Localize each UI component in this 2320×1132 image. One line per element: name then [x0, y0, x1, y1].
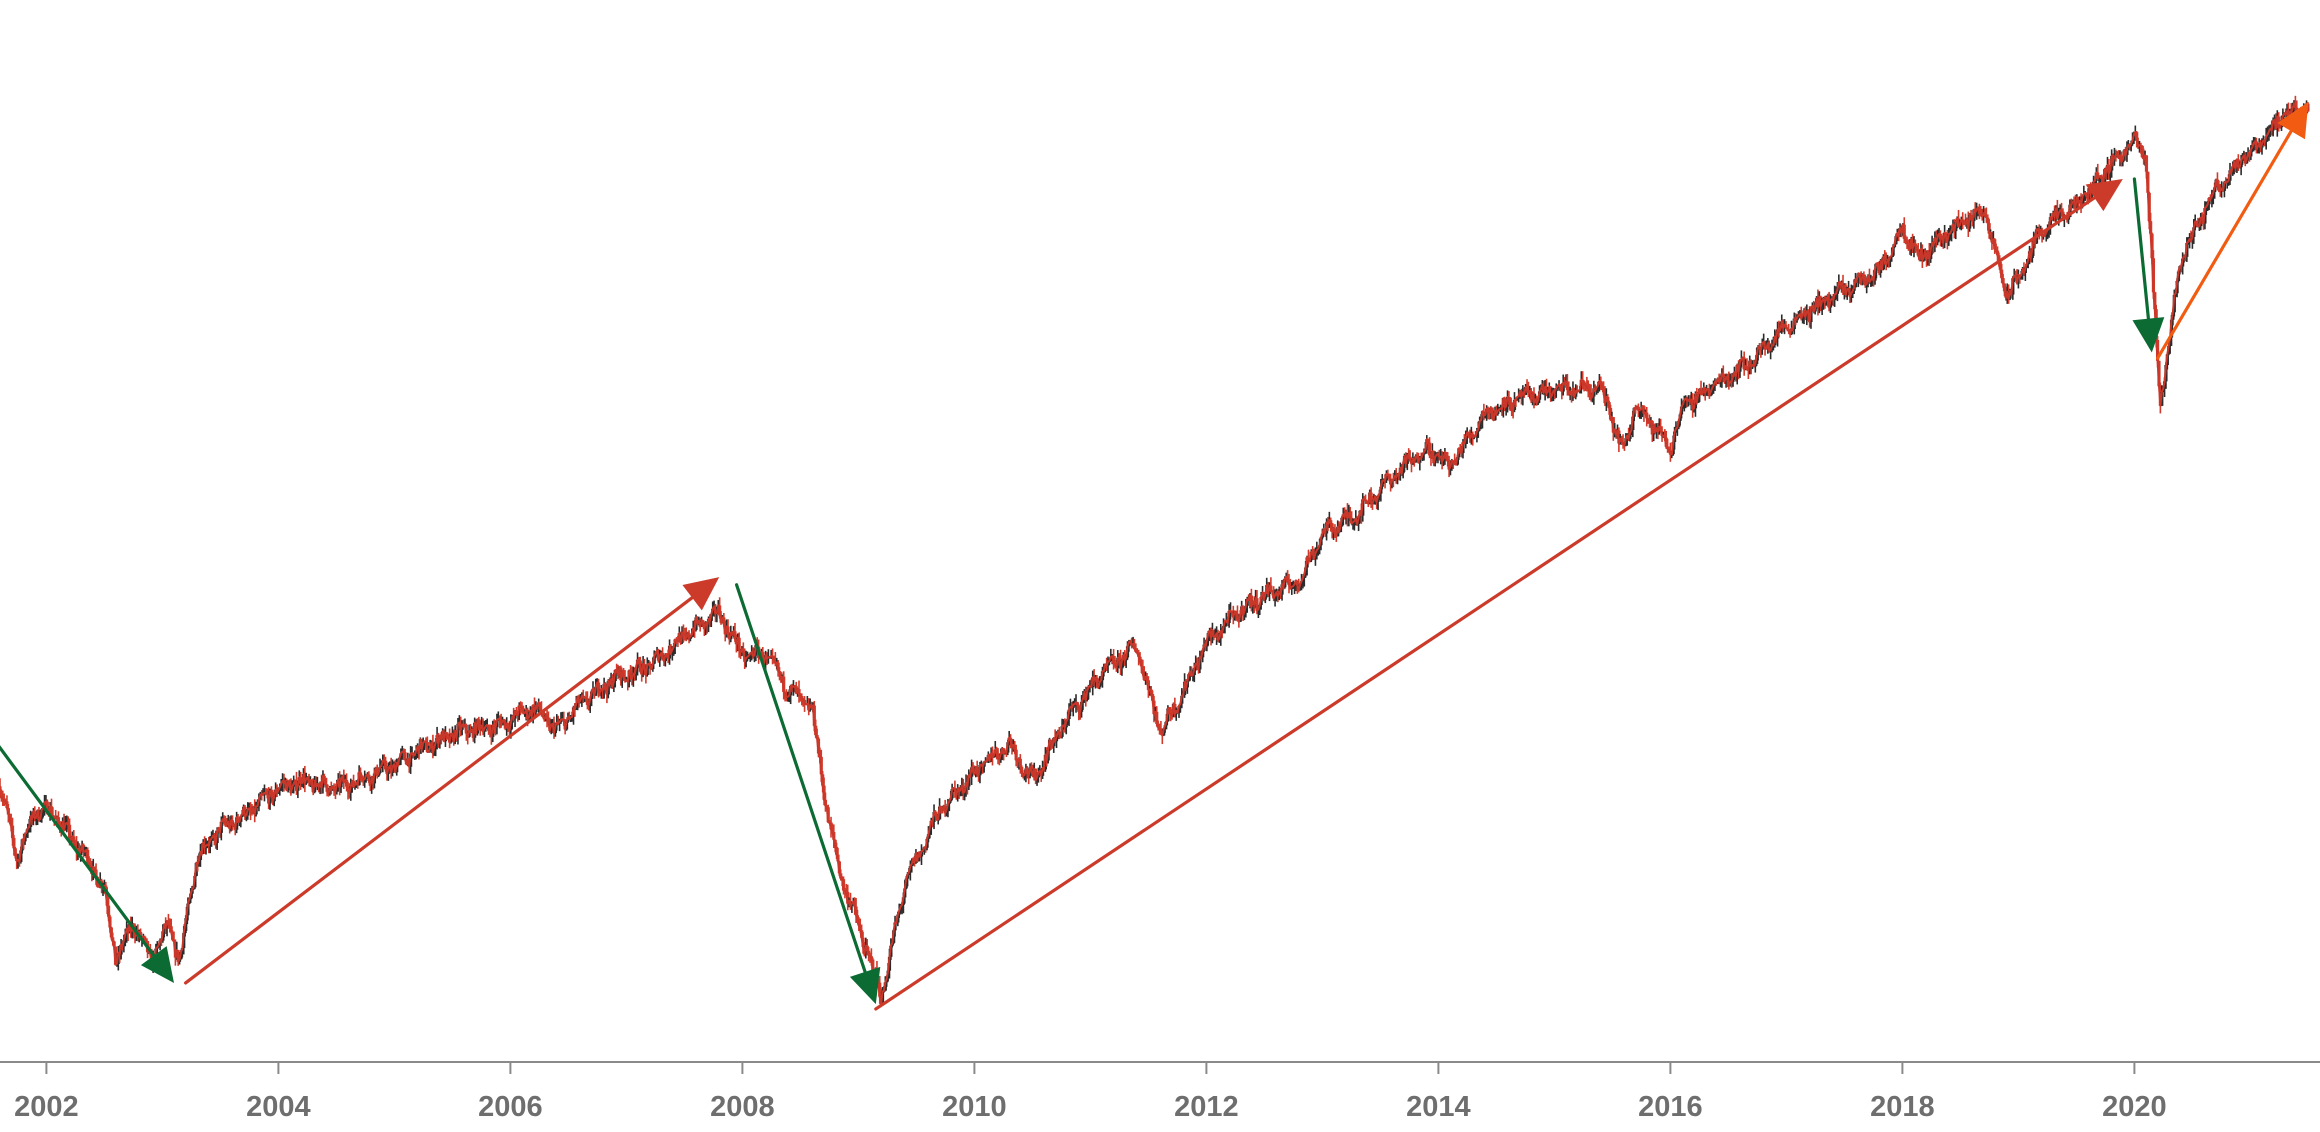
trend-arrow-head [682, 577, 720, 611]
x-axis-ticks: 2002 2004 2006 2008 2010 2012 2014 2016 2018 2020 [14, 1062, 2167, 1123]
trend-arrow-line [734, 583, 867, 974]
trend-arrow-line [184, 596, 694, 985]
x-tick-label: 2002 [14, 1091, 79, 1123]
x-tick-label: 2020 [2102, 1091, 2167, 1123]
x-tick-label: 2018 [1870, 1091, 1935, 1123]
trend-arrow-head [849, 966, 881, 1005]
x-tick-label: 2012 [1174, 1091, 1239, 1123]
trend-arrow-head [2277, 101, 2309, 140]
x-tick-label: 2014 [1406, 1091, 1471, 1123]
x-tick-label: 2004 [246, 1091, 311, 1123]
candles-layer [0, 95, 2310, 1007]
trend-arrows-layer [0, 101, 2309, 1011]
trend-arrow-line [874, 196, 2097, 1011]
trend-arrow-line [0, 745, 156, 958]
price-line-layer [0, 102, 2309, 1006]
trend-arrow-line [2156, 129, 2293, 360]
trend-arrow-line [2132, 177, 2151, 321]
trend-arrow-head [2085, 178, 2123, 212]
x-tick-label: 2008 [710, 1091, 775, 1123]
price-line [0, 102, 2309, 1006]
x-tick-label: 2010 [942, 1091, 1007, 1123]
trend-arrow-head [140, 946, 174, 983]
trend-arrow-head [2132, 317, 2165, 353]
x-tick-label: 2006 [478, 1091, 543, 1123]
x-tick-label: 2016 [1638, 1091, 1703, 1123]
